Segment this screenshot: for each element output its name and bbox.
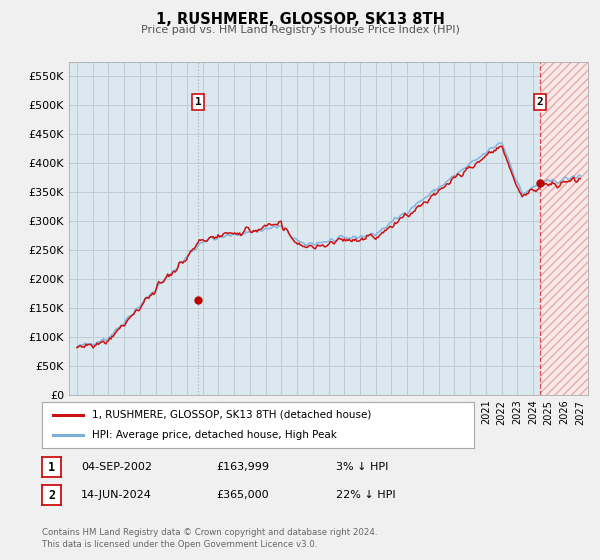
- Text: £365,000: £365,000: [216, 490, 269, 500]
- Text: 22% ↓ HPI: 22% ↓ HPI: [336, 490, 395, 500]
- Text: HPI: Average price, detached house, High Peak: HPI: Average price, detached house, High…: [92, 430, 337, 440]
- Text: 2: 2: [536, 97, 544, 107]
- Text: Contains HM Land Registry data © Crown copyright and database right 2024.: Contains HM Land Registry data © Crown c…: [42, 528, 377, 536]
- Text: Price paid vs. HM Land Registry's House Price Index (HPI): Price paid vs. HM Land Registry's House …: [140, 25, 460, 35]
- Text: 1, RUSHMERE, GLOSSOP, SK13 8TH: 1, RUSHMERE, GLOSSOP, SK13 8TH: [155, 12, 445, 27]
- Text: £163,999: £163,999: [216, 462, 269, 472]
- Text: 1, RUSHMERE, GLOSSOP, SK13 8TH (detached house): 1, RUSHMERE, GLOSSOP, SK13 8TH (detached…: [92, 410, 371, 420]
- Text: 2: 2: [48, 488, 55, 502]
- Text: 3% ↓ HPI: 3% ↓ HPI: [336, 462, 388, 472]
- Text: 1: 1: [48, 460, 55, 474]
- Text: 04-SEP-2002: 04-SEP-2002: [81, 462, 152, 472]
- Text: 1: 1: [195, 97, 202, 107]
- Text: 14-JUN-2024: 14-JUN-2024: [81, 490, 152, 500]
- Text: This data is licensed under the Open Government Licence v3.0.: This data is licensed under the Open Gov…: [42, 540, 317, 549]
- Bar: [540, 62, 588, 395]
